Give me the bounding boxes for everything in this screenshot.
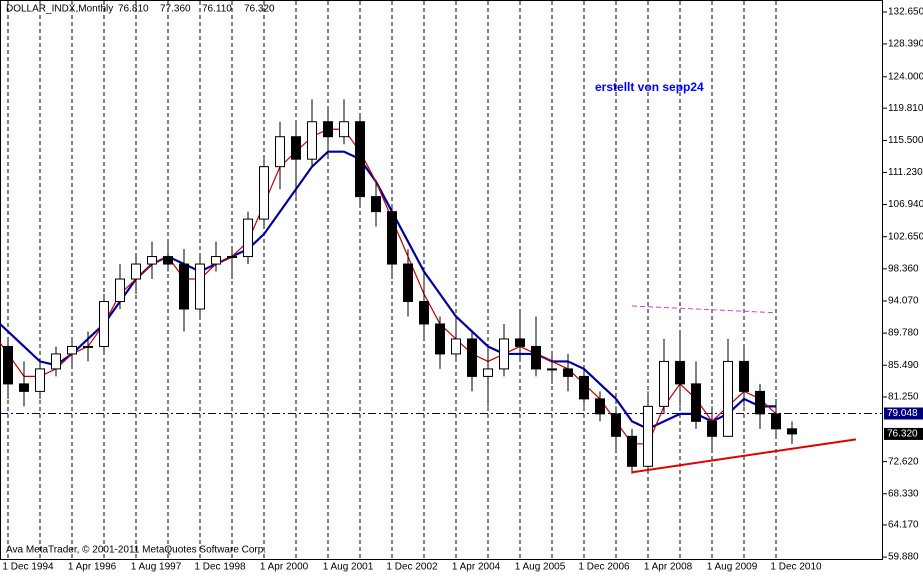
- candle-body: [259, 166, 269, 220]
- candle-body: [291, 136, 301, 160]
- candle-body: [435, 323, 445, 355]
- header-value: 77.360: [160, 4, 191, 15]
- level-label: 79.048: [887, 408, 918, 419]
- y-tick-label: 98.360: [888, 263, 919, 274]
- candle-body: [579, 375, 589, 400]
- candle-body: [179, 263, 189, 310]
- candle-body: [83, 345, 93, 348]
- y-tick-label: 89.780: [888, 328, 919, 339]
- y-tick-label: 85.490: [888, 360, 919, 371]
- candle-body: [99, 300, 109, 347]
- x-tick-label: 1 Dec 1998: [194, 562, 246, 573]
- x-tick-label: 1 Dec 2010: [770, 562, 822, 573]
- x-tick-label: 1 Dec 2002: [386, 562, 438, 573]
- candle-body: [771, 413, 781, 430]
- y-tick-label: 72.620: [888, 456, 919, 467]
- x-tick-label: 1 Apr 1996: [68, 562, 117, 573]
- candle-body: [387, 211, 397, 265]
- x-tick-label: 1 Aug 1997: [131, 562, 182, 573]
- candle-body: [755, 390, 765, 415]
- candle-body: [211, 256, 221, 265]
- candle-body: [787, 428, 797, 435]
- y-tick-label: 106.940: [888, 199, 923, 210]
- candle-body: [131, 263, 141, 280]
- candle-body: [275, 136, 285, 168]
- x-tick-label: 1 Aug 2001: [323, 562, 374, 573]
- y-tick-label: 119.810: [888, 103, 923, 114]
- candle-body: [19, 383, 29, 392]
- x-tick-label: 1 Apr 2004: [452, 562, 501, 573]
- candle-body: [547, 368, 557, 371]
- x-tick-label: 1 Apr 2000: [260, 562, 309, 573]
- candle-body: [419, 300, 429, 325]
- candle-body: [483, 368, 493, 377]
- x-tick-label: 1 Dec 2006: [578, 562, 630, 573]
- candle-body: [675, 360, 685, 385]
- price-box: [884, 427, 923, 440]
- candle-body: [227, 256, 237, 259]
- candle-body: [51, 353, 61, 370]
- candle-body: [691, 383, 701, 422]
- candle-body: [611, 413, 621, 437]
- candle-body: [627, 435, 637, 467]
- candle-body: [355, 121, 365, 198]
- candle-body: [3, 345, 13, 385]
- candle-body: [643, 405, 653, 467]
- candle-body: [563, 368, 573, 377]
- x-tick-label: 1 Aug 2005: [515, 562, 566, 573]
- candle-body: [659, 360, 669, 407]
- x-tick-label: 1 Aug 2009: [707, 562, 758, 573]
- y-tick-label: 102.650: [888, 231, 923, 242]
- candle-body: [195, 263, 205, 310]
- annotation: erstellt von sepp24: [595, 80, 704, 94]
- plot-frame: [0, 0, 883, 560]
- x-tick-label: 1 Dec 1994: [2, 562, 54, 573]
- y-tick-label: 81.250: [888, 392, 919, 403]
- candle-body: [739, 360, 749, 392]
- candle-body: [707, 420, 717, 437]
- y-tick-label: 94.070: [888, 296, 919, 307]
- y-tick-label: 68.330: [888, 488, 919, 499]
- header-value: 76.110: [202, 4, 232, 15]
- trendline: [631, 438, 857, 474]
- candle-body: [323, 121, 333, 138]
- y-tick-label: 128.390: [888, 39, 923, 50]
- candle-body: [467, 338, 477, 377]
- candle-body: [163, 256, 173, 265]
- candle-body: [515, 338, 525, 347]
- x-tick-label: 1 Apr 2008: [644, 562, 693, 573]
- candle-body: [403, 263, 413, 302]
- level-box: [884, 407, 923, 420]
- candle-body: [723, 360, 733, 437]
- y-tick-label: 124.000: [888, 71, 923, 82]
- price-label: 76.320: [887, 429, 918, 440]
- y-tick-label: 64.170: [888, 520, 919, 531]
- candle-body: [307, 121, 317, 160]
- candle-body: [147, 256, 157, 265]
- candle-body: [371, 196, 381, 213]
- candle-body: [531, 345, 541, 370]
- candle-body: [499, 338, 509, 370]
- chart-title: DOLLAR_INDX,Monthly: [6, 4, 113, 15]
- y-tick-label: 132.650: [888, 7, 923, 18]
- trendline: [631, 305, 777, 314]
- header-value: 76.810: [118, 4, 149, 15]
- header-value: 76.320: [244, 4, 275, 15]
- y-tick-label: 111.230: [888, 167, 923, 178]
- candle-body: [243, 218, 253, 258]
- candle-body: [451, 338, 461, 355]
- y-tick-label: 115.500: [888, 135, 923, 146]
- candle-body: [115, 278, 125, 302]
- candle-body: [67, 345, 77, 355]
- candle-body: [339, 121, 349, 138]
- candle-body: [35, 368, 45, 392]
- candle-body: [595, 398, 605, 415]
- y-tick-label: 59.880: [888, 552, 919, 563]
